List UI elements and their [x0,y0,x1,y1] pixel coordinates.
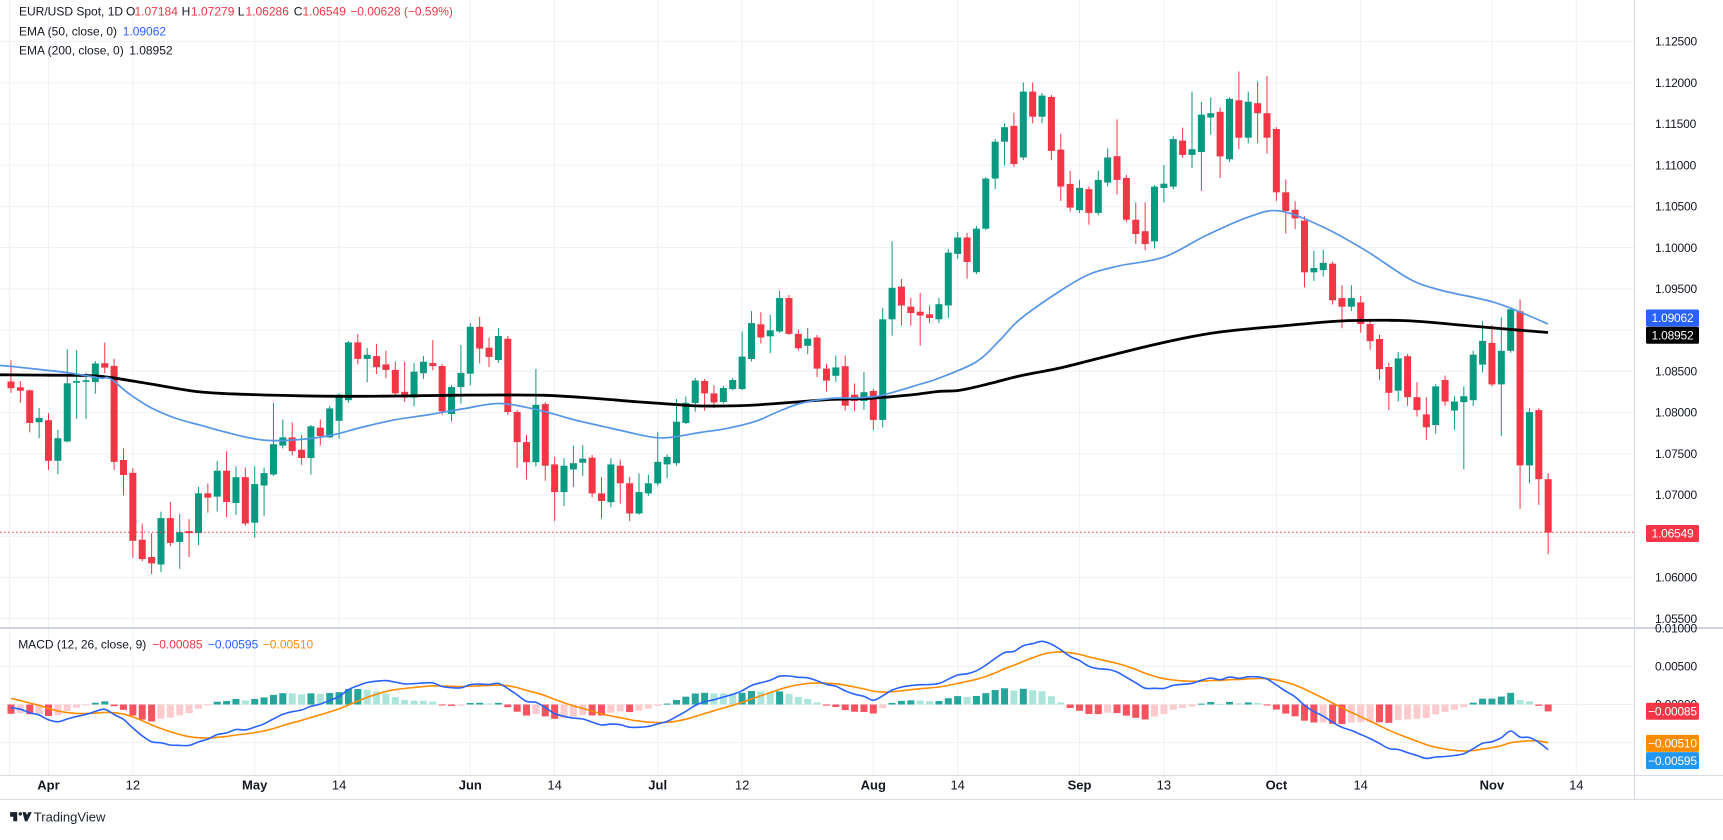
svg-text:EUR/USD Spot, 1D: EUR/USD Spot, 1D [19,5,123,19]
svg-text:Nov: Nov [1480,778,1505,793]
svg-text:12: 12 [126,778,140,793]
svg-text:14: 14 [1569,778,1583,793]
svg-text:−0.00085: −0.00085 [152,638,203,652]
svg-text:1.08952: 1.08952 [1652,329,1695,343]
svg-text:H: H [182,5,191,19]
svg-text:−0.00628 (−0.59%): −0.00628 (−0.59%) [350,5,453,19]
svg-text:1.06549: 1.06549 [1652,527,1695,541]
svg-text:0.01000: 0.01000 [1655,622,1698,636]
svg-text:1.05500: 1.05500 [1655,612,1698,626]
svg-text:1.07000: 1.07000 [1655,488,1698,502]
svg-text:1.07184: 1.07184 [135,5,179,19]
svg-text:Apr: Apr [37,778,59,793]
svg-text:14: 14 [950,778,964,793]
svg-text:14: 14 [332,778,346,793]
svg-text:−0.00595: −0.00595 [1648,754,1697,768]
svg-text:1.07279: 1.07279 [191,5,235,19]
svg-text:13: 13 [1157,778,1171,793]
svg-text:1.11500: 1.11500 [1655,117,1697,131]
svg-text:Jun: Jun [459,778,482,793]
svg-text:1.12500: 1.12500 [1655,35,1698,49]
svg-text:1.06549: 1.06549 [303,5,347,19]
svg-text:Jul: Jul [648,778,667,793]
svg-text:−0.00510: −0.00510 [1648,737,1697,751]
svg-text:O: O [126,5,135,19]
svg-text:1.07500: 1.07500 [1655,447,1698,461]
svg-text:L: L [238,5,245,19]
svg-text:1.08952: 1.08952 [129,44,173,58]
svg-text:May: May [242,778,268,793]
svg-text:0.00500: 0.00500 [1655,660,1698,674]
svg-text:14: 14 [547,778,561,793]
svg-text:1.11000: 1.11000 [1655,158,1697,172]
svg-text:1.08000: 1.08000 [1655,406,1698,420]
svg-text:1.08500: 1.08500 [1655,365,1698,379]
svg-text:−0.00595: −0.00595 [208,638,259,652]
svg-text:MACD (12, 26, close, 9): MACD (12, 26, close, 9) [18,638,146,652]
svg-text:1.09062: 1.09062 [1652,311,1695,325]
svg-text:1.12000: 1.12000 [1655,76,1698,90]
svg-text:TradingView: TradingView [34,810,106,825]
svg-text:C: C [294,5,303,19]
svg-text:Sep: Sep [1068,778,1092,793]
svg-text:12: 12 [735,778,749,793]
svg-text:−0.00085: −0.00085 [1648,705,1697,719]
svg-text:Aug: Aug [861,778,886,793]
svg-text:1.10000: 1.10000 [1655,241,1698,255]
svg-text:−0.00510: −0.00510 [263,638,314,652]
svg-text:EMA (200, close, 0): EMA (200, close, 0) [19,44,124,58]
svg-text:1.10500: 1.10500 [1655,200,1698,214]
svg-text:14: 14 [1353,778,1367,793]
svg-text:1.09500: 1.09500 [1655,282,1698,296]
svg-text:1.06286: 1.06286 [246,5,290,19]
svg-text:EMA (50, close, 0): EMA (50, close, 0) [19,25,117,39]
svg-text:Oct: Oct [1266,778,1288,793]
svg-text:1.09062: 1.09062 [123,25,167,39]
svg-text:1.06000: 1.06000 [1655,571,1698,585]
